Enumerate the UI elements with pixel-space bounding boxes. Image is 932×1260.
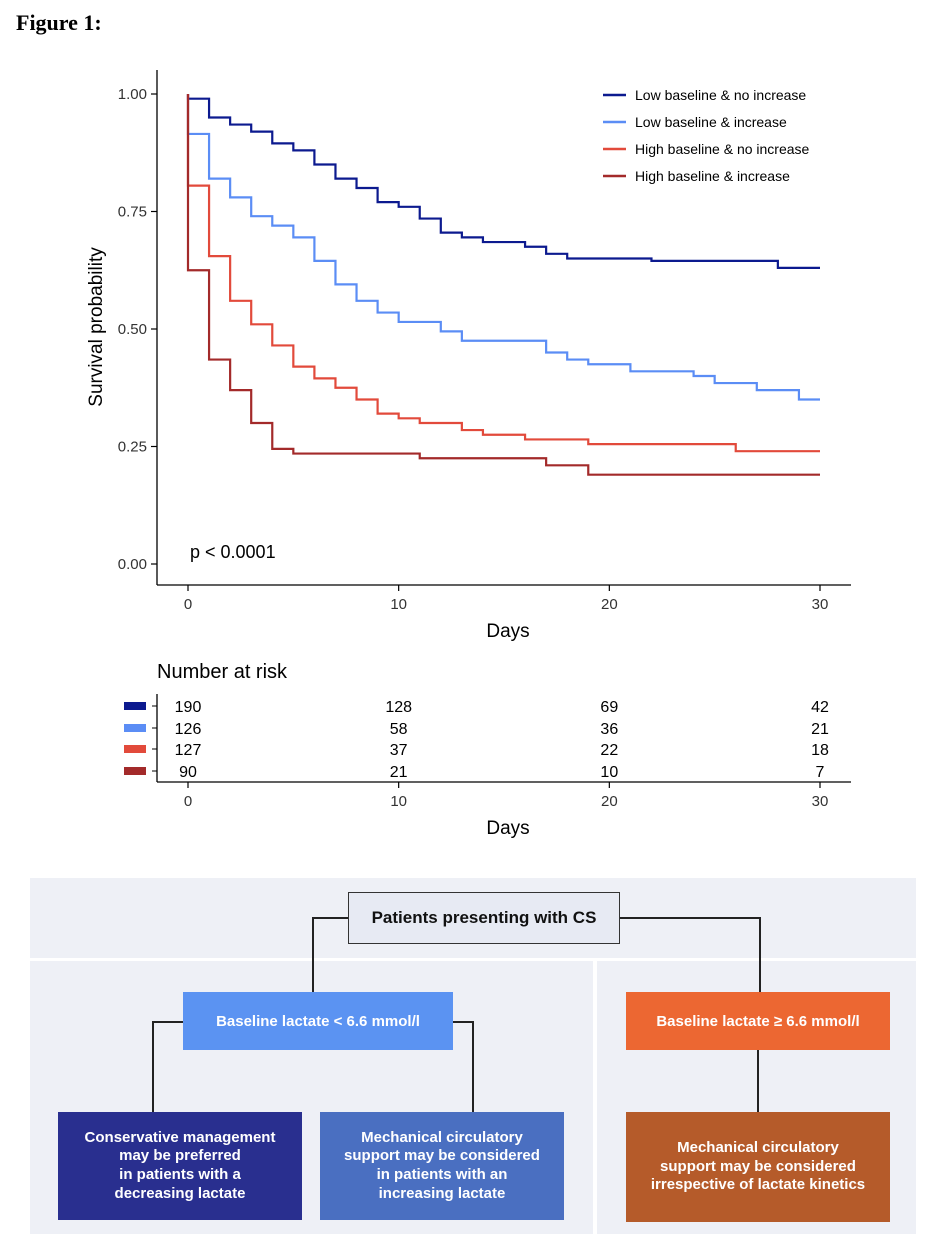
mcs-increasing-line: increasing lactate — [378, 1184, 506, 1202]
risk-count: 126 — [175, 721, 202, 738]
risk-table-title: Number at risk — [157, 661, 288, 683]
survival-curve-2 — [186, 94, 820, 401]
conservative-line: in patients with a — [119, 1166, 241, 1183]
flow-separator-horizontal — [30, 958, 916, 961]
x-axis-label: Days — [486, 621, 529, 642]
mcs-increasing-box: Mechanical circulatory support may be co… — [320, 1112, 564, 1220]
patients-box: Patients presenting with CS — [348, 892, 620, 944]
risk-count: 90 — [179, 764, 197, 781]
low-lactate-label: Baseline lactate < 6.6 mmol/l — [216, 1012, 420, 1030]
y-axis-label: Survival probability — [86, 247, 107, 407]
mcs-any-box: Mechanical circulatory support may be co… — [626, 1112, 890, 1222]
risk-row-swatch-2 — [124, 724, 146, 732]
connector — [759, 917, 761, 992]
y-tick-label: 1.00 — [118, 86, 147, 103]
mcs-increasing-line: support may be considered — [344, 1147, 540, 1165]
high-lactate-box: Baseline lactate ≥ 6.6 mmol/l — [626, 992, 890, 1050]
legend-label-1: Low baseline & no increase — [635, 87, 806, 103]
risk-x-tick-label: 20 — [601, 793, 618, 810]
x-tick-label: 0 — [184, 596, 192, 613]
risk-count: 10 — [600, 764, 618, 781]
conservative-line: may be preferred — [119, 1147, 241, 1165]
connector — [152, 1021, 154, 1112]
mcs-increasing-line: in patients with an — [376, 1166, 508, 1183]
connector — [312, 917, 348, 919]
low-lactate-box: Baseline lactate < 6.6 mmol/l — [183, 992, 453, 1050]
connector — [472, 1021, 474, 1112]
patients-box-label: Patients presenting with CS — [371, 908, 597, 927]
y-tick-label: 0.00 — [118, 556, 147, 573]
risk-count: 42 — [811, 699, 829, 716]
figure-label: Figure 1: — [16, 10, 102, 35]
connector — [620, 917, 760, 919]
mcs-any-line: irrespective of lactate kinetics — [650, 1176, 866, 1194]
risk-count: 58 — [390, 721, 408, 738]
connector — [152, 1021, 183, 1023]
survival-curve-1 — [186, 94, 820, 269]
legend-label-4: High baseline & increase — [635, 168, 790, 184]
risk-row-swatch-1 — [124, 702, 146, 710]
legend-label-3: High baseline & no increase — [635, 141, 810, 157]
risk-count: 36 — [600, 721, 618, 738]
survival-curve-3 — [186, 94, 820, 453]
risk-x-tick-label: 30 — [812, 793, 829, 810]
conservative-line: Conservative management — [84, 1128, 276, 1146]
y-tick-label: 0.50 — [118, 321, 147, 338]
connector — [757, 1050, 759, 1112]
risk-count: 21 — [390, 764, 408, 781]
mcs-any-line: Mechanical circulatory — [677, 1138, 839, 1156]
flowchart: Patients presenting with CS Baseline lac… — [30, 878, 916, 1234]
mcs-any-line: support may be considered — [660, 1157, 856, 1175]
risk-x-tick-label: 10 — [390, 793, 407, 810]
risk-count: 69 — [600, 699, 618, 716]
connector — [312, 917, 314, 992]
risk-row-swatch-4 — [124, 767, 146, 775]
conservative-line: decreasing lactate — [114, 1184, 246, 1202]
y-tick-label: 0.25 — [118, 439, 147, 456]
risk-count: 127 — [175, 742, 202, 759]
risk-x-tick-label: 0 — [184, 793, 192, 810]
x-tick-label: 20 — [601, 596, 618, 613]
km-chart: 0.00 0.25 0.50 0.75 1.00 0 10 20 30 Days Survival … — [86, 70, 851, 839]
mcs-increasing-line: Mechanical circulatory — [361, 1128, 523, 1146]
survival-curve-4 — [186, 94, 820, 476]
flow-separator-vertical — [593, 958, 597, 1234]
conservative-box: Conservative management may be preferred… — [58, 1112, 302, 1220]
legend-label-2: Low baseline & increase — [635, 114, 787, 130]
risk-count: 37 — [390, 742, 408, 759]
risk-row-swatch-3 — [124, 745, 146, 753]
risk-count: 21 — [811, 721, 829, 738]
x-tick-label: 30 — [812, 596, 829, 613]
risk-count: 22 — [600, 742, 618, 759]
risk-count: 128 — [385, 699, 412, 716]
connector — [453, 1021, 473, 1023]
risk-x-axis-label: Days — [486, 818, 529, 839]
high-lactate-label: Baseline lactate ≥ 6.6 mmol/l — [656, 1012, 860, 1030]
x-tick-label: 10 — [390, 596, 407, 613]
y-tick-label: 0.75 — [118, 204, 147, 221]
risk-count: 190 — [175, 699, 202, 716]
risk-count: 7 — [816, 764, 825, 781]
risk-count: 18 — [811, 742, 829, 759]
p-value-annotation: p < 0.0001 — [190, 542, 276, 562]
